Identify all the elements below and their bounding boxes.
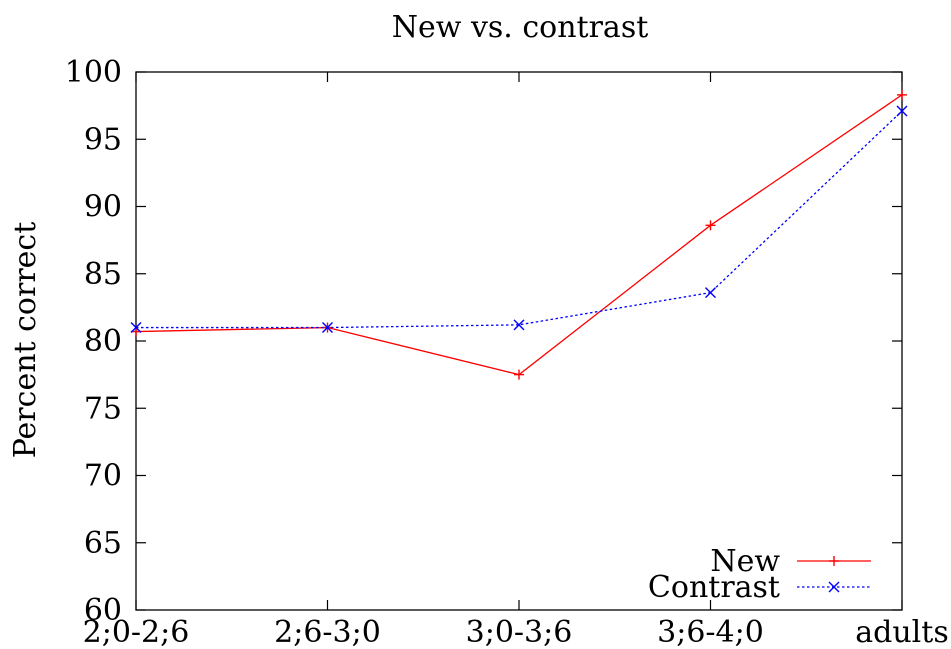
cross-marker [322,322,333,334]
y-axis-label: Percent correct [8,222,43,459]
legend-label: Contrast [648,570,780,605]
cross-marker [705,287,716,299]
plus-marker [897,89,907,100]
x-tick-label: 2;0-2;6 [83,615,190,649]
legend-label: New [710,544,780,579]
series-new [131,89,907,380]
y-tick-label: 100 [65,55,122,90]
plot-area: 60 65 70 75 80 85 90 95 100 2;0-2;6 2;6-3;0 3;0-3;… [65,55,949,649]
x-tick-label: 3;6-4;0 [657,615,764,649]
series-line [135,94,903,376]
chart-title: New vs. contrast [392,10,649,45]
x-tick-label: adults [855,615,948,649]
legend-item: Contrast [648,570,871,605]
cross-marker [130,322,142,334]
y-tick-label: 85 [84,257,122,292]
y-tick-label: 95 [84,122,122,157]
x-axis-ticks: 2;0-2;6 2;6-3;0 3;0-3;6 3;6-4;0 adults [83,72,949,649]
y-axis-ticks: 60 65 70 75 80 85 90 95 100 [65,55,902,628]
plot-frame [135,71,903,611]
y-tick-label: 90 [84,190,122,225]
plus-marker [705,220,716,231]
y-tick-label: 65 [84,526,122,561]
y-tick-label: 70 [84,459,122,494]
series-line [136,110,903,329]
x-tick-label: 3;0-3;6 [466,615,573,649]
y-tick-label: 60 [84,593,122,628]
plus-marker [829,556,839,566]
y-tick-label: 80 [84,324,122,359]
cross-marker [513,319,525,331]
x-tick-label: 2;6-3;0 [274,615,381,649]
y-tick-label: 75 [84,391,122,426]
series-contrast [130,105,908,334]
series-layer [130,89,908,380]
legend-item: New [710,544,871,579]
plus-marker [514,369,524,380]
cross-marker [896,105,908,117]
cross-marker [828,581,840,593]
